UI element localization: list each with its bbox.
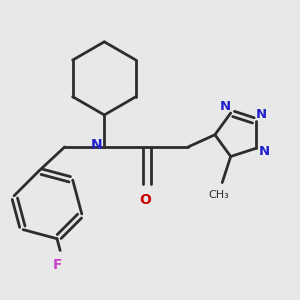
- Text: N: N: [256, 108, 267, 121]
- Text: CH₃: CH₃: [209, 190, 230, 200]
- Text: O: O: [140, 193, 152, 207]
- Text: N: N: [259, 145, 270, 158]
- Text: N: N: [91, 137, 103, 152]
- Text: N: N: [220, 100, 231, 113]
- Text: F: F: [52, 258, 62, 272]
